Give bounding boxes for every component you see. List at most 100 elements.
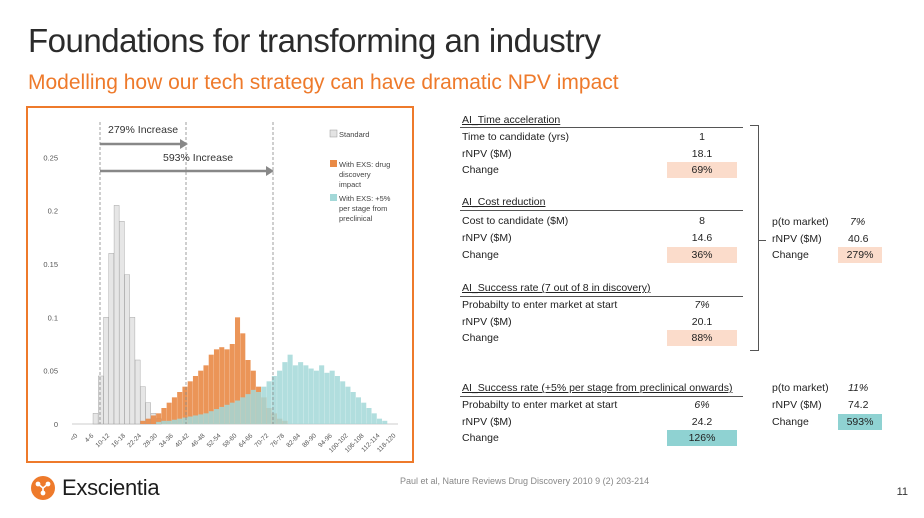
histogram-bar [108, 253, 115, 425]
x-tick-label: 34-36 [158, 432, 175, 449]
table-row-label: Probabilty to enter market at start [462, 399, 618, 411]
x-tick-label: 70-72 [254, 432, 271, 449]
histogram-bar [324, 372, 330, 424]
histogram-bar [256, 392, 262, 424]
change-badge: 126% [667, 430, 737, 446]
histogram-bar [213, 409, 220, 424]
legend-label: With EXS: drug discovery impact [339, 160, 390, 189]
histogram-bar [134, 359, 141, 425]
x-tick-label: 76-78 [269, 432, 286, 449]
table-header: AI_Success rate (7 out of 8 in discovery… [462, 282, 651, 294]
histogram-bar [156, 413, 162, 424]
histogram-bar [229, 344, 235, 424]
histogram-bar [282, 362, 288, 424]
change-badge: 593% [838, 414, 882, 430]
histogram-bar [345, 386, 351, 424]
change-badge: 279% [838, 247, 882, 263]
y-tick-label: 0.05 [43, 367, 58, 376]
table-header: AI_Success rate (+5% per stage from prec… [462, 382, 733, 394]
histogram-bar [161, 420, 167, 424]
histogram-bar [177, 392, 183, 424]
histogram-bar [219, 347, 225, 424]
histogram-bar [319, 365, 325, 424]
histogram-bar [192, 376, 198, 424]
histogram-bar [266, 381, 272, 424]
citation: Paul et al, Nature Reviews Drug Discover… [400, 476, 650, 486]
histogram-bar [340, 381, 346, 424]
histogram-bar [208, 354, 214, 424]
x-tick-label: 88-90 [301, 432, 318, 449]
table-row-label: Change [462, 332, 499, 344]
table-row-label: rNPV ($M) [462, 416, 512, 428]
table-row-value: 7% [694, 299, 710, 311]
change-badge: 88% [667, 330, 737, 346]
table-row-value: 1 [699, 131, 705, 143]
y-tick-label: 0 [54, 420, 58, 429]
histogram-bar [198, 414, 204, 424]
legend-swatch [330, 160, 337, 167]
histogram-bar [166, 420, 172, 424]
histogram-bar [129, 317, 136, 425]
exscientia-logo: Exscientia [30, 475, 160, 501]
histogram-bar [250, 389, 256, 424]
histogram-bar [382, 420, 388, 424]
table-row-label: Time to candidate (yrs) [462, 131, 569, 143]
slide-subtitle: Modelling how our tech strategy can have… [28, 71, 619, 94]
legend-label: With EXS: +5% per stage from preclinical [339, 194, 391, 223]
table-row-label: rNPV ($M) [462, 232, 512, 244]
x-tick-label: 4-6 [84, 432, 96, 444]
histogram-bar [182, 386, 188, 424]
histogram-bar [271, 376, 277, 424]
histogram-bar [113, 205, 120, 425]
npv-distribution-chart: 0 0.05 0.1 0.15 0.2 0.25 <0 4-6 10-12 16-18 22-24 2… [26, 106, 414, 463]
histogram-bar [208, 411, 214, 424]
histogram-bar [187, 381, 193, 424]
x-tick-label: <0 [69, 432, 79, 442]
histogram-bar [119, 221, 125, 425]
histogram-bar [329, 370, 335, 424]
x-tick-label: 40-42 [174, 432, 191, 449]
histogram-bar [240, 333, 246, 424]
table-row-value: 40.6 [848, 233, 869, 245]
histogram-bar [376, 418, 383, 424]
x-tick-label: 16-18 [110, 432, 127, 449]
increase-593-label: 593% Increase [163, 152, 234, 164]
table-row-label: p(to market) [772, 216, 829, 228]
table-row-value: 20.1 [691, 316, 713, 328]
histogram-bar [198, 370, 204, 424]
histogram-bar [287, 354, 293, 424]
legend-label: Standard [339, 130, 369, 139]
y-tick-label: 0.1 [48, 313, 58, 322]
logo-text: Exscientia [62, 475, 160, 500]
histogram-bar [124, 274, 130, 425]
y-tick-label: 0.25 [43, 153, 58, 162]
histogram-bar [213, 349, 220, 424]
table-row-value: 8 [699, 215, 705, 227]
x-tick-label: 10-12 [95, 432, 112, 449]
histogram-bar [177, 418, 183, 424]
histogram-bar [355, 397, 361, 424]
page-number: 11 [896, 486, 908, 498]
table-row-label: rNPV ($M) [462, 148, 512, 160]
histogram-bar [187, 416, 193, 424]
histogram-bar [245, 360, 251, 424]
histogram-bar [92, 413, 99, 425]
x-tick-label: 28-30 [142, 432, 159, 449]
histogram-bar [161, 408, 167, 424]
x-tick-label: 58-60 [222, 432, 239, 449]
histogram-bar [292, 365, 298, 424]
table-row-label: Change [772, 416, 809, 428]
change-badge: 69% [667, 162, 737, 178]
histogram-bar [371, 413, 377, 424]
x-tick-label: 82-84 [285, 432, 302, 449]
table-row-label: rNPV ($M) [772, 233, 822, 245]
histogram-bar [103, 317, 109, 425]
histogram-bar [261, 386, 267, 424]
histogram-bar [224, 349, 230, 424]
histogram-bar [308, 368, 314, 424]
histogram-bar [203, 413, 209, 424]
x-tick-label: 52-54 [206, 432, 223, 449]
increase-279-label: 279% Increase [108, 124, 179, 136]
table-row-label: Probabilty to enter market at start [462, 299, 618, 311]
logo-icon [31, 476, 55, 500]
